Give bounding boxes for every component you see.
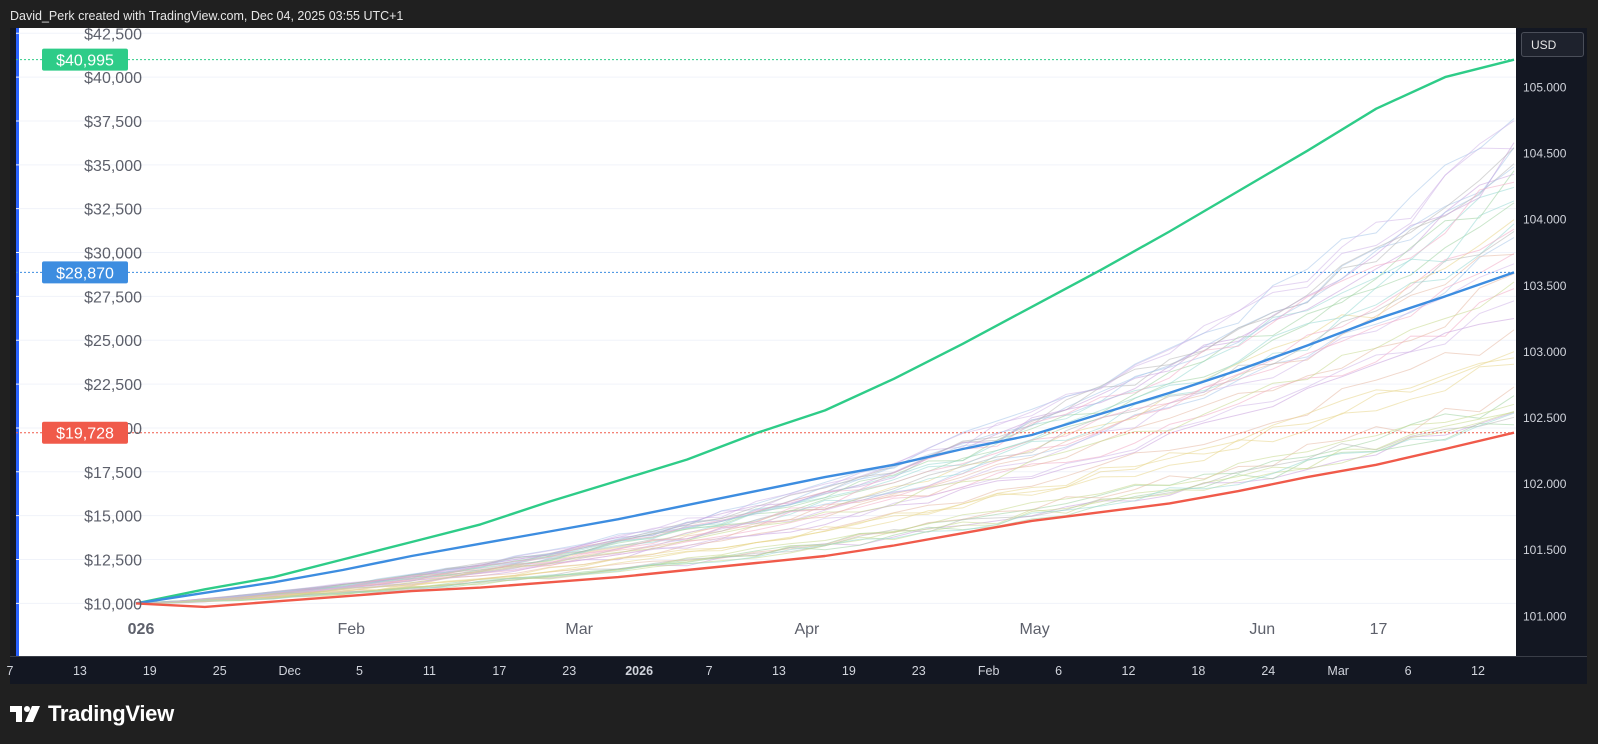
inner-x-label: May	[1019, 621, 1049, 638]
bottom-time-label: 13	[73, 664, 87, 678]
bottom-time-label: 5	[356, 664, 363, 678]
inner-x-label: Jun	[1249, 621, 1275, 638]
bottom-time-label: 25	[213, 664, 227, 678]
y-tick-label: $10,000	[84, 596, 142, 613]
background-path	[135, 163, 1515, 604]
background-path	[135, 351, 1515, 604]
bottom-time-label: 19	[842, 664, 856, 678]
background-path	[135, 181, 1515, 604]
y-tick-label: $27,500	[84, 289, 142, 306]
grid-layer	[16, 32, 1516, 604]
background-path	[135, 200, 1515, 604]
right-tick-label: 103.000	[1523, 345, 1567, 359]
bottom-time-label: Mar	[1327, 664, 1349, 678]
price-marker-label: $19,728	[56, 426, 114, 443]
right-tick-label: 104.000	[1523, 213, 1567, 227]
bottom-time-label: 6	[1405, 664, 1412, 678]
y-tick-label: $30,000	[84, 246, 142, 263]
y-tick-label: $40,000	[84, 70, 142, 87]
series-layer	[135, 58, 1515, 609]
price-markers: $40,995 $28,870 $19,728	[42, 48, 128, 444]
y-tick-label: $42,500	[84, 26, 142, 43]
bottom-time-label: 19	[143, 664, 157, 678]
background-path	[135, 237, 1515, 604]
right-tick-label: 102.500	[1523, 411, 1567, 425]
series-line-best	[135, 58, 1515, 605]
inner-x-axis: 026 Feb Mar Apr May Jun 17	[128, 621, 1388, 638]
bottom-time-label: 7	[7, 664, 14, 678]
right-tick-label: 103.500	[1523, 279, 1567, 293]
price-marker-best: $40,995	[42, 48, 128, 71]
y-tick-label: $35,000	[84, 158, 142, 175]
bottom-time-label: 23	[562, 664, 576, 678]
bottom-time-label: 2026	[625, 664, 653, 678]
y-tick-label: $12,500	[84, 553, 142, 570]
background-path	[135, 228, 1515, 604]
right-tick-label: 105.000	[1523, 80, 1567, 94]
bottom-time-label: 24	[1261, 664, 1275, 678]
background-paths-layer	[135, 118, 1515, 604]
time-axis-divider	[10, 656, 1587, 657]
background-path	[135, 329, 1515, 604]
background-path	[135, 423, 1515, 604]
background-path	[135, 253, 1515, 604]
y-axis-left: $10,000$12,500$15,000$17,500$20,000$22,5…	[84, 26, 142, 613]
price-marker-label: $40,995	[56, 53, 114, 70]
background-path	[135, 253, 1515, 604]
right-tick-label: 104.500	[1523, 147, 1567, 161]
bottom-time-label: 11	[423, 664, 436, 678]
bottom-time-label: Dec	[279, 664, 301, 678]
y-axis-right: 101.000 101.500 102.000 102.500 103.000 103.5…	[1523, 80, 1567, 623]
price-marker-label: $28,870	[56, 265, 114, 282]
background-path	[135, 412, 1515, 604]
background-path	[135, 166, 1515, 604]
chart-header: David_Perk created with TradingView.com,…	[10, 9, 404, 23]
bottom-time-axis: 7 13 19 25 Dec 5 11 17 23 2026 7 13 19 23 Feb 6 12 18 24 Ma…	[7, 664, 1485, 678]
background-path	[135, 142, 1515, 604]
tradingview-logo[interactable]: TradingView	[10, 701, 174, 726]
left-edge-marker	[16, 28, 19, 656]
bottom-time-label: 6	[1055, 664, 1062, 678]
background-path	[135, 147, 1515, 604]
y-tick-label: $32,500	[84, 202, 142, 219]
right-tick-label: 102.000	[1523, 477, 1567, 491]
bottom-time-label: 13	[772, 664, 786, 678]
bottom-time-label: 18	[1191, 664, 1205, 678]
price-marker-badge	[42, 261, 128, 284]
tradingview-wordmark: TradingView	[48, 701, 174, 726]
right-tick-label: 101.000	[1523, 609, 1567, 623]
background-path	[135, 263, 1515, 604]
y-tick-label: $25,000	[84, 333, 142, 350]
price-marker-badge	[42, 48, 128, 71]
bottom-time-label: Feb	[978, 664, 1000, 678]
bottom-time-label: 7	[706, 664, 713, 678]
series-line-median	[135, 271, 1515, 605]
marker-lines-layer	[16, 59, 1516, 434]
bottom-time-label: 12	[1122, 664, 1136, 678]
inner-x-label: 17	[1370, 621, 1388, 638]
price-marker-median: $28,870	[42, 261, 128, 284]
y-tick-label: $22,500	[84, 377, 142, 394]
inner-x-label: 026	[128, 621, 155, 638]
price-marker-worst: $19,728	[42, 421, 128, 444]
right-tick-label: 101.500	[1523, 543, 1567, 557]
bottom-time-label: 23	[912, 664, 926, 678]
price-marker-badge	[42, 421, 128, 444]
inner-x-label: Mar	[565, 621, 593, 638]
bottom-time-label: 17	[492, 664, 506, 678]
tradingview-logo-icon	[10, 706, 40, 722]
y-tick-label: $17,500	[84, 465, 142, 482]
bottom-time-label: 12	[1471, 664, 1485, 678]
currency-button[interactable]: USD	[1521, 32, 1584, 57]
inner-x-label: Apr	[794, 621, 820, 638]
y-tick-label: $37,500	[84, 114, 142, 131]
inner-x-label: Feb	[337, 621, 365, 638]
background-path	[135, 281, 1515, 604]
y-tick-label: $15,000	[84, 509, 142, 526]
background-path	[135, 357, 1515, 604]
